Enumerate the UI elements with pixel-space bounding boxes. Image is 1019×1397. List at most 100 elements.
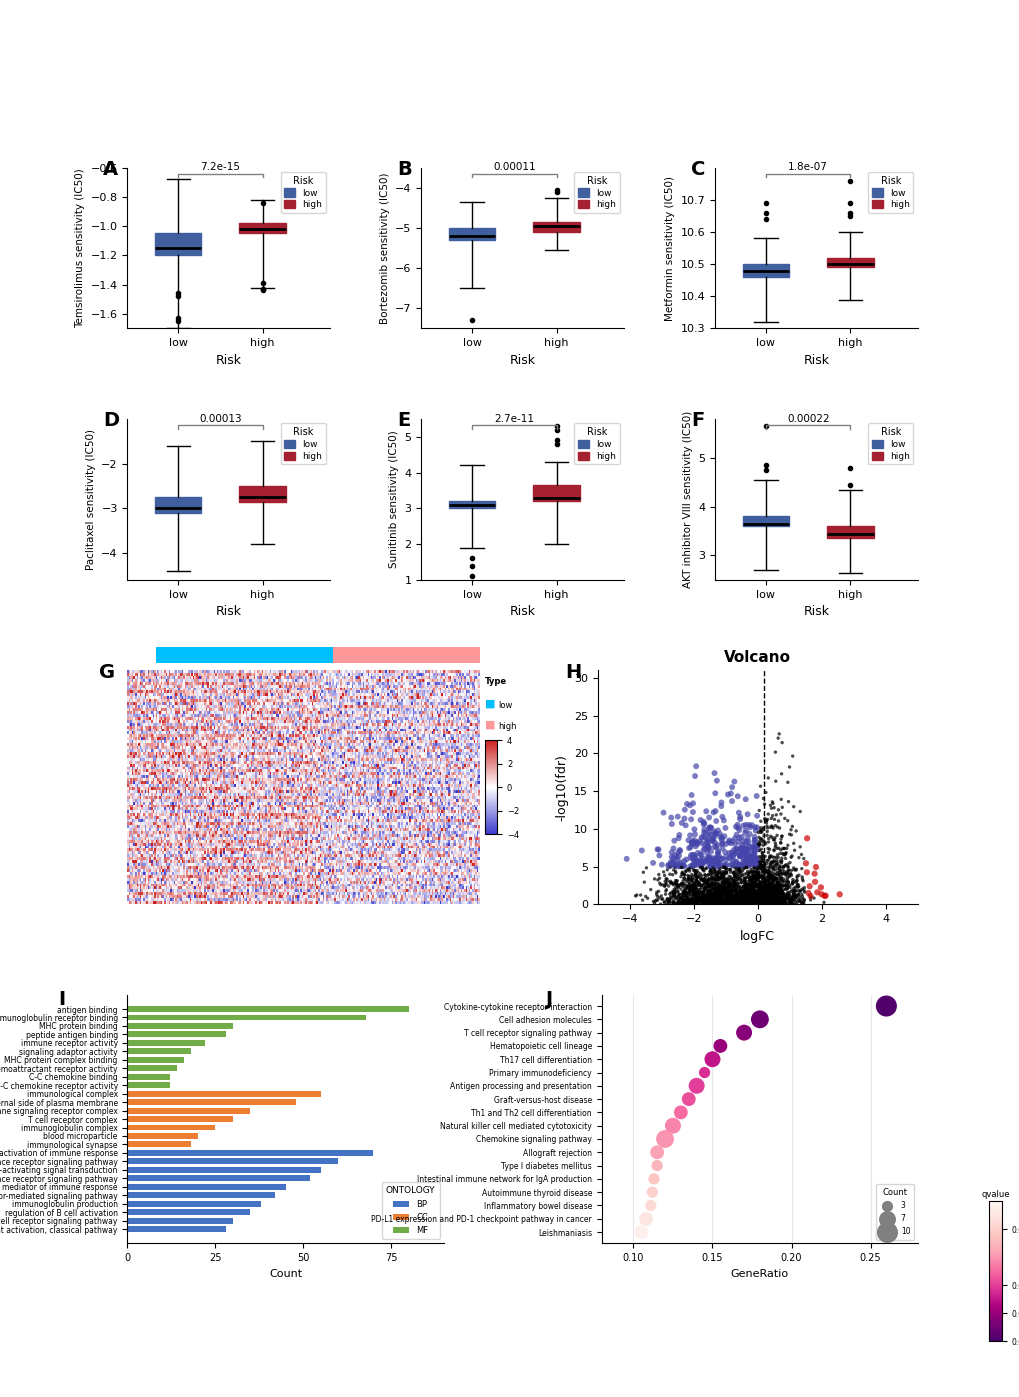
Point — [760, 887, 776, 909]
Point — [676, 888, 692, 911]
Point — [727, 891, 743, 914]
Point — [707, 869, 723, 891]
Point — [713, 875, 730, 897]
Point — [702, 863, 718, 886]
Point — [706, 877, 722, 900]
Point — [755, 859, 771, 882]
Point — [741, 875, 757, 897]
Bar — [127, 1083, 169, 1088]
Point — [715, 870, 732, 893]
Point — [697, 875, 713, 897]
Point — [735, 840, 751, 862]
Point — [775, 856, 792, 879]
Point — [721, 883, 738, 905]
Point — [765, 873, 782, 895]
Point — [726, 862, 742, 884]
Point — [749, 891, 765, 914]
Point — [792, 879, 808, 901]
Point — [764, 888, 781, 911]
Point — [728, 886, 744, 908]
Point — [703, 873, 719, 895]
Point — [747, 873, 763, 895]
Point — [750, 882, 766, 904]
Point — [723, 884, 740, 907]
Point — [736, 872, 752, 894]
Point — [738, 891, 754, 914]
Point — [747, 890, 763, 912]
Point — [737, 890, 753, 912]
Point — [706, 868, 722, 890]
Point — [772, 883, 789, 905]
Point — [768, 872, 785, 894]
Point — [721, 870, 738, 893]
Point — [746, 870, 762, 893]
Point — [618, 848, 634, 870]
Point — [687, 890, 703, 912]
Point — [723, 789, 740, 812]
Point — [699, 831, 715, 854]
Point — [773, 842, 790, 865]
Point — [700, 888, 716, 911]
Point — [710, 845, 727, 868]
Point — [684, 879, 700, 901]
Point — [786, 893, 802, 915]
Point — [761, 872, 777, 894]
Point — [806, 870, 822, 893]
Point — [686, 882, 702, 904]
Point — [763, 888, 780, 911]
Point — [684, 893, 700, 915]
Point — [774, 887, 791, 909]
Point — [758, 887, 774, 909]
Point — [726, 880, 742, 902]
Point — [771, 891, 788, 914]
Point — [720, 888, 737, 911]
Point — [733, 880, 749, 902]
Point — [782, 891, 798, 914]
Point — [705, 888, 721, 911]
Point — [794, 891, 810, 914]
Point — [725, 855, 741, 877]
Point — [745, 842, 761, 865]
Point — [748, 882, 764, 904]
Point — [757, 884, 773, 907]
Point — [690, 884, 706, 907]
Point — [743, 873, 759, 895]
Point — [765, 855, 782, 877]
Point — [743, 893, 759, 915]
Point — [752, 887, 768, 909]
Point — [726, 884, 742, 907]
Point — [777, 875, 794, 897]
Point — [767, 868, 784, 890]
Point — [719, 872, 736, 894]
Point — [702, 868, 718, 890]
Point — [760, 891, 776, 914]
Point — [719, 882, 736, 904]
Point — [697, 879, 713, 901]
Point — [767, 879, 784, 901]
Point — [714, 888, 731, 911]
Point — [699, 891, 715, 914]
Point — [759, 873, 775, 895]
Point — [699, 880, 715, 902]
Point — [772, 862, 789, 884]
Point — [729, 891, 745, 914]
Point — [754, 890, 770, 912]
Point — [697, 890, 713, 912]
Point — [717, 882, 734, 904]
Point — [770, 880, 787, 902]
Point — [752, 888, 768, 911]
Point — [743, 888, 759, 911]
Point — [688, 879, 704, 901]
Point — [748, 890, 764, 912]
Point — [679, 887, 695, 909]
Point — [739, 883, 755, 905]
Point — [727, 887, 743, 909]
Point — [763, 868, 780, 890]
Point — [665, 884, 682, 907]
Point — [792, 891, 808, 914]
Point — [750, 893, 766, 915]
Point — [767, 883, 784, 905]
Point — [761, 869, 777, 891]
Point — [714, 876, 731, 898]
Point — [762, 887, 779, 909]
